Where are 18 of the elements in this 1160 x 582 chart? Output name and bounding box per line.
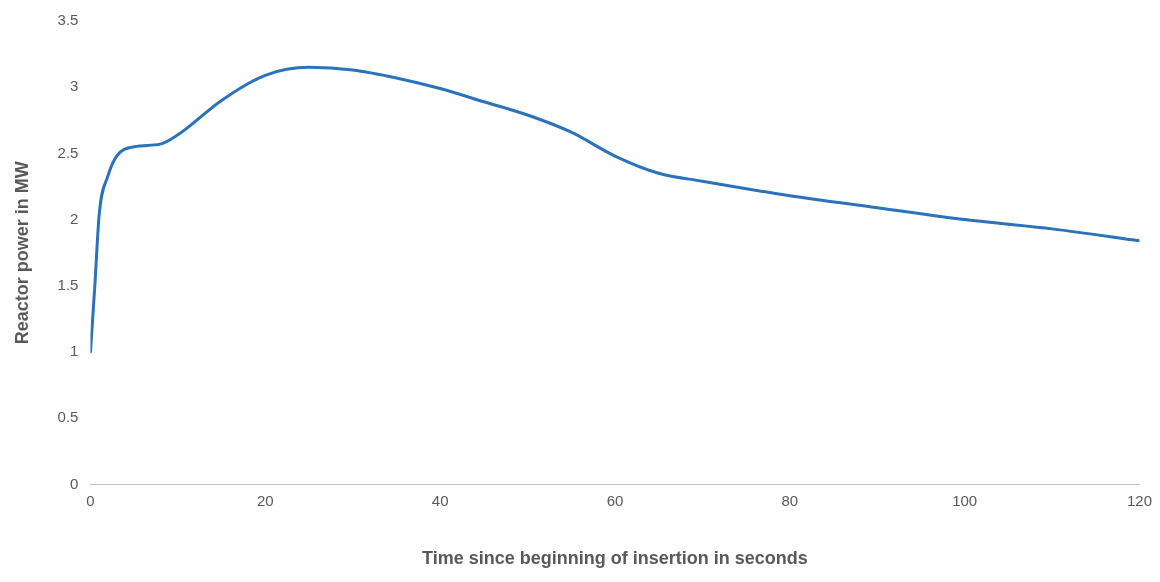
x-tick-label: 120	[1126, 491, 1152, 509]
y-tick-label: 2.5	[57, 143, 79, 161]
x-tick-label: 0	[86, 491, 95, 509]
y-tick-label: 1	[70, 342, 79, 360]
y-tick-label: 0.5	[57, 408, 79, 426]
x-tick-label: 60	[606, 491, 624, 509]
x-tick-label: 40	[431, 491, 449, 509]
x-tick-label: 20	[256, 491, 274, 509]
x-tick-label: 100	[952, 491, 978, 509]
y-tick-label: 1.5	[57, 275, 79, 293]
x-axis-title: Time since beginning of insertion in seconds	[422, 548, 808, 569]
y-tick-label: 3.5	[57, 11, 79, 29]
y-tick-label: 3	[70, 77, 79, 95]
x-tick-label: 80	[781, 491, 799, 509]
y-axis-title: Reactor power in MW	[11, 161, 32, 345]
y-tick-label: 2	[70, 209, 79, 227]
line-series	[90, 65, 1140, 354]
y-tick-label: 0	[70, 474, 79, 492]
